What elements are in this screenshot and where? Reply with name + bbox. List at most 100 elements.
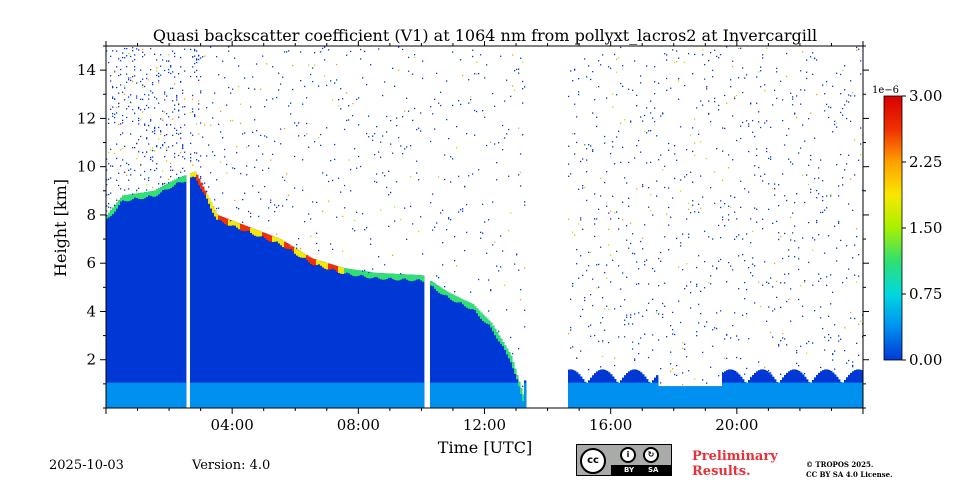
noise-pixel	[450, 156, 452, 158]
noise-pixel	[572, 285, 574, 287]
heatmap-column	[504, 345, 507, 408]
noise-pixel	[138, 119, 140, 122]
noise-pixel	[198, 79, 200, 82]
noise-pixel	[660, 251, 662, 254]
surface-layer-cell	[406, 382, 409, 408]
noise-pixel	[152, 186, 154, 189]
noise-pixel	[242, 133, 244, 135]
noise-pixel	[214, 92, 216, 94]
noise-pixel	[166, 149, 168, 152]
noise-pixel	[362, 213, 364, 215]
noise-pixel	[108, 202, 110, 205]
noise-pixel	[520, 288, 522, 291]
noise-pixel	[780, 340, 782, 342]
noise-pixel	[282, 76, 284, 78]
noise-pixel	[702, 104, 704, 106]
noise-pixel	[578, 188, 580, 190]
noise-pixel	[430, 202, 432, 204]
surface-layer-cell	[758, 382, 761, 408]
noise-pixel	[144, 85, 146, 88]
surface-layer-cell	[762, 382, 765, 408]
noise-pixel	[812, 284, 814, 286]
surface-layer-cell	[224, 382, 227, 408]
noise-pixel	[682, 342, 684, 344]
heatmap-column	[296, 249, 299, 408]
noise-pixel	[702, 196, 704, 198]
noise-pixel	[270, 201, 272, 204]
surface-layer-cell	[302, 382, 305, 408]
noise-pixel	[410, 205, 412, 208]
noise-pixel	[144, 124, 146, 126]
y-tick-label: 12	[77, 109, 96, 127]
noise-pixel	[476, 110, 478, 113]
noise-pixel	[108, 193, 110, 196]
surface-layer-cell	[320, 382, 323, 408]
noise-pixel	[178, 177, 180, 179]
noise-pixel	[670, 351, 672, 353]
noise-pixel	[298, 122, 300, 124]
cloud-edge-cell	[420, 275, 423, 281]
cloud-edge-cell	[496, 332, 499, 339]
noise-pixel	[506, 133, 508, 135]
noise-pixel	[780, 236, 782, 238]
y-tick-label: 4	[86, 302, 96, 320]
surface-layer-cell	[508, 382, 511, 408]
surface-layer-cell	[118, 382, 121, 408]
noise-pixel	[196, 61, 198, 64]
noise-pixel	[694, 142, 696, 144]
noise-pixel	[224, 156, 226, 158]
noise-pixel	[794, 256, 796, 258]
surface-layer-cell	[214, 382, 217, 408]
noise-pixel	[726, 357, 728, 360]
noise-pixel	[752, 230, 754, 233]
surface-layer-cell	[576, 382, 579, 408]
noise-pixel	[422, 60, 424, 62]
noise-pixel	[172, 50, 174, 52]
noise-pixel	[824, 209, 826, 211]
surface-layer-cell	[600, 382, 603, 408]
noise-pixel	[148, 179, 150, 182]
noise-pixel	[238, 65, 240, 67]
noise-pixel	[342, 98, 344, 100]
noise-pixel	[356, 167, 358, 169]
noise-pixel	[682, 383, 684, 386]
cloud-edge-cell	[384, 273, 387, 280]
noise-pixel	[698, 203, 700, 206]
cloud-edge-cell	[288, 244, 291, 250]
noise-pixel	[810, 159, 812, 161]
surface-layer-cell	[116, 382, 119, 408]
noise-pixel	[778, 345, 780, 347]
noise-pixel	[210, 124, 212, 126]
noise-pixel	[728, 261, 730, 264]
noise-pixel	[666, 54, 668, 56]
noise-pixel	[830, 106, 832, 109]
cloud-edge-cell	[168, 182, 171, 190]
noise-pixel	[130, 102, 132, 104]
noise-pixel	[200, 122, 202, 124]
surface-layer-cell	[232, 382, 235, 408]
noise-pixel	[158, 75, 160, 78]
noise-pixel	[650, 130, 652, 132]
heatmap-column	[430, 281, 433, 408]
noise-pixel	[640, 337, 642, 339]
noise-pixel	[758, 166, 760, 169]
noise-pixel	[824, 349, 826, 351]
noise-pixel	[354, 230, 356, 232]
surface-layer-cell	[768, 382, 771, 408]
sa-label: SA	[648, 466, 659, 474]
noise-pixel	[190, 111, 192, 114]
noise-pixel	[680, 321, 682, 324]
noise-pixel	[170, 65, 172, 67]
heatmap-column	[162, 186, 165, 408]
noise-pixel	[378, 256, 380, 258]
noise-pixel	[598, 286, 600, 288]
noise-pixel	[494, 105, 496, 108]
noise-pixel	[700, 290, 702, 293]
noise-pixel	[746, 233, 748, 235]
noise-pixel	[150, 47, 152, 50]
surface-layer-cell	[292, 382, 295, 408]
surface-layer-cell	[286, 382, 289, 408]
noise-pixel	[202, 183, 204, 185]
noise-pixel	[594, 235, 596, 238]
noise-pixel	[492, 244, 494, 246]
